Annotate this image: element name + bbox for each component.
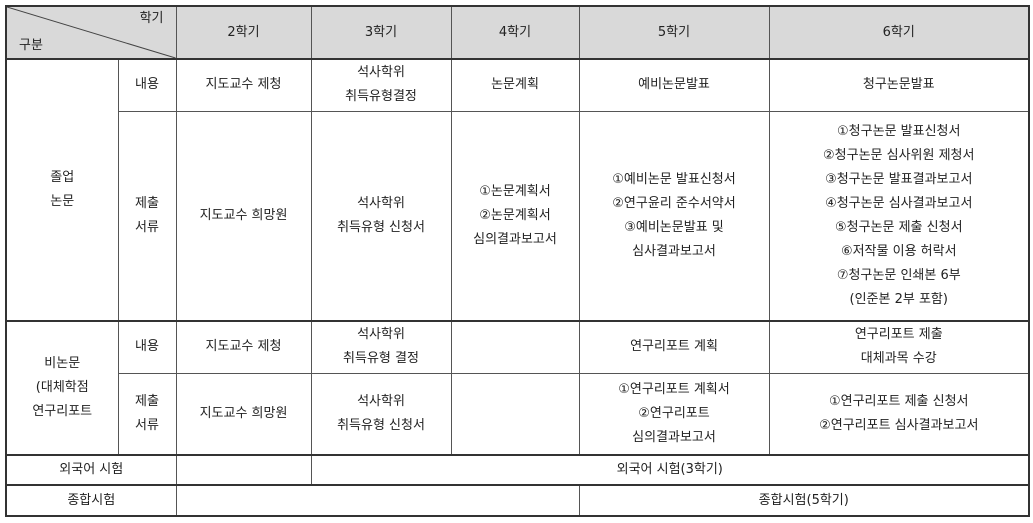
cell-line: ①연구리포트 계획서 (618, 381, 730, 397)
cell-line: 연구리포트 (32, 404, 93, 419)
cell-line: 지도교수 제청 (205, 339, 282, 355)
cell-line: ③예비논문발표 및 (624, 219, 724, 235)
cell: 연구리포트 계획 (578, 320, 770, 374)
empty-cell (175, 484, 580, 517)
header-semester-4: 4학기 (450, 5, 580, 60)
cell-line: 심의결과보고서 (632, 429, 716, 445)
header-semester-5: 5학기 (578, 5, 770, 60)
cell-line: ②연구리포트 심사결과보고서 (819, 417, 979, 433)
comprehensive-exam-value: 종합시험(5학기) (578, 484, 1030, 517)
cell-line: ②연구윤리 준수서약서 (612, 195, 736, 211)
cell-line: 석사학위 (357, 393, 405, 409)
cell-line: ①청구논문 발표신청서 (837, 123, 961, 139)
cell-line: 취득유형결정 (345, 89, 417, 105)
content-sublabel: 내용 (117, 320, 177, 374)
documents-sublabel: 제출 서류 (117, 110, 177, 322)
corner-semester-label: 학기 (139, 11, 164, 26)
cell-line: 석사학위 (357, 195, 405, 211)
header-semester-2: 2학기 (175, 5, 312, 60)
cell (450, 320, 580, 374)
cell-line: 심의결과보고서 (473, 231, 557, 247)
cell: ①청구논문 발표신청서 ②청구논문 심사위원 제청서 ③청구논문 발표결과보고서 ④청… (768, 110, 1030, 322)
cell: 논문계획 (450, 58, 580, 112)
foreign-exam-row: 외국어 시험 외국어 시험(3학기) (5, 454, 1030, 486)
cell-line: 취득유형 신청서 (337, 417, 425, 433)
cell: 지도교수 희망원 (175, 372, 312, 456)
cell (450, 372, 580, 456)
cell-line: 서류 (135, 417, 159, 433)
cell-line: 석사학위 (357, 65, 405, 81)
cell: 예비논문발표 (578, 58, 770, 112)
cell-line: 심사결과보고서 (632, 243, 716, 259)
cell-line: ⑤청구논문 제출 신청서 (834, 219, 963, 235)
cell: 지도교수 제청 (175, 58, 312, 112)
cell-line: ②청구논문 심사위원 제청서 (823, 147, 975, 163)
cell: 지도교수 희망원 (175, 110, 312, 322)
cell-line: 제출 (135, 393, 159, 409)
cell-line: 연구리포트 제출 (854, 327, 943, 343)
graduation-requirements-table: 학기 구분 2학기 3학기 4학기 5학기 6학기 졸업 논문 내용 지도교수 … (5, 5, 1030, 517)
cell-line: ②논문계획서 (479, 207, 551, 223)
non-thesis-content-row: 비논문 (대체학점 연구리포트 내용 지도교수 제청 석사학위 취득유형 결정 연구리… (5, 320, 1030, 456)
content-sublabel: 내용 (117, 58, 177, 112)
cell-line: 취득유형 결정 (343, 351, 419, 367)
cell-line: ⑦청구논문 인쇄본 6부 (836, 267, 961, 283)
cell: 석사학위 취득유형결정 (310, 58, 452, 112)
cell-line: 대체과목 수강 (860, 351, 937, 367)
comprehensive-exam-row: 종합시험 종합시험(5학기) (5, 484, 1030, 517)
foreign-exam-label: 외국어 시험 (5, 454, 177, 486)
cell-line: ①연구리포트 제출 신청서 (828, 393, 969, 409)
cell-line: (인준본 2부 포함) (849, 291, 948, 307)
cell-line: 취득유형 신청서 (337, 219, 425, 235)
header-semester-3: 3학기 (310, 5, 452, 60)
cell-line: ③청구논문 발표결과보고서 (825, 171, 973, 187)
cell-line: 연구리포트 계획 (630, 339, 718, 355)
label-line: 논문 (50, 194, 75, 209)
cell: ①연구리포트 제출 신청서 ②연구리포트 심사결과보고서 (768, 372, 1030, 456)
cell-line: (대체학점 (35, 380, 89, 395)
thesis-label: 졸업 논문 (5, 58, 119, 322)
header-semester-6: 6학기 (768, 5, 1030, 60)
thesis-content-row: 졸업 논문 내용 지도교수 제청 석사학위 취득유형결정 논문계획 예비논문발표… (5, 58, 1030, 322)
cell-line: ②연구리포트 (638, 405, 710, 421)
cell: 청구논문발표 (768, 58, 1030, 112)
cell: 지도교수 제청 (175, 320, 312, 374)
corner-header-cell: 학기 구분 (5, 5, 177, 60)
cell-line: 비논문 (44, 356, 81, 371)
header-row: 학기 구분 2학기 3학기 4학기 5학기 6학기 (5, 5, 1030, 60)
comprehensive-exam-label: 종합시험 (5, 484, 177, 517)
corner-category-label: 구분 (19, 38, 43, 53)
cell-line: 지도교수 희망원 (199, 207, 288, 223)
cell-line: 지도교수 희망원 (199, 405, 288, 421)
label-line: 제출 (135, 195, 159, 211)
cell-line: ④청구논문 심사결과보고서 (825, 195, 973, 211)
cell-line: ①예비논문 발표신청서 (612, 171, 736, 187)
foreign-exam-value: 외국어 시험(3학기) (310, 454, 1030, 486)
diagonal-divider (7, 7, 176, 58)
cell-line: ①논문계획서 (479, 183, 551, 199)
label-line: 서류 (135, 219, 159, 235)
empty-cell (175, 454, 312, 486)
label-line: 졸업 (50, 170, 75, 185)
cell-line: ⑥저작물 이용 허락서 (840, 243, 957, 259)
cell-line: 석사학위 (357, 327, 405, 343)
